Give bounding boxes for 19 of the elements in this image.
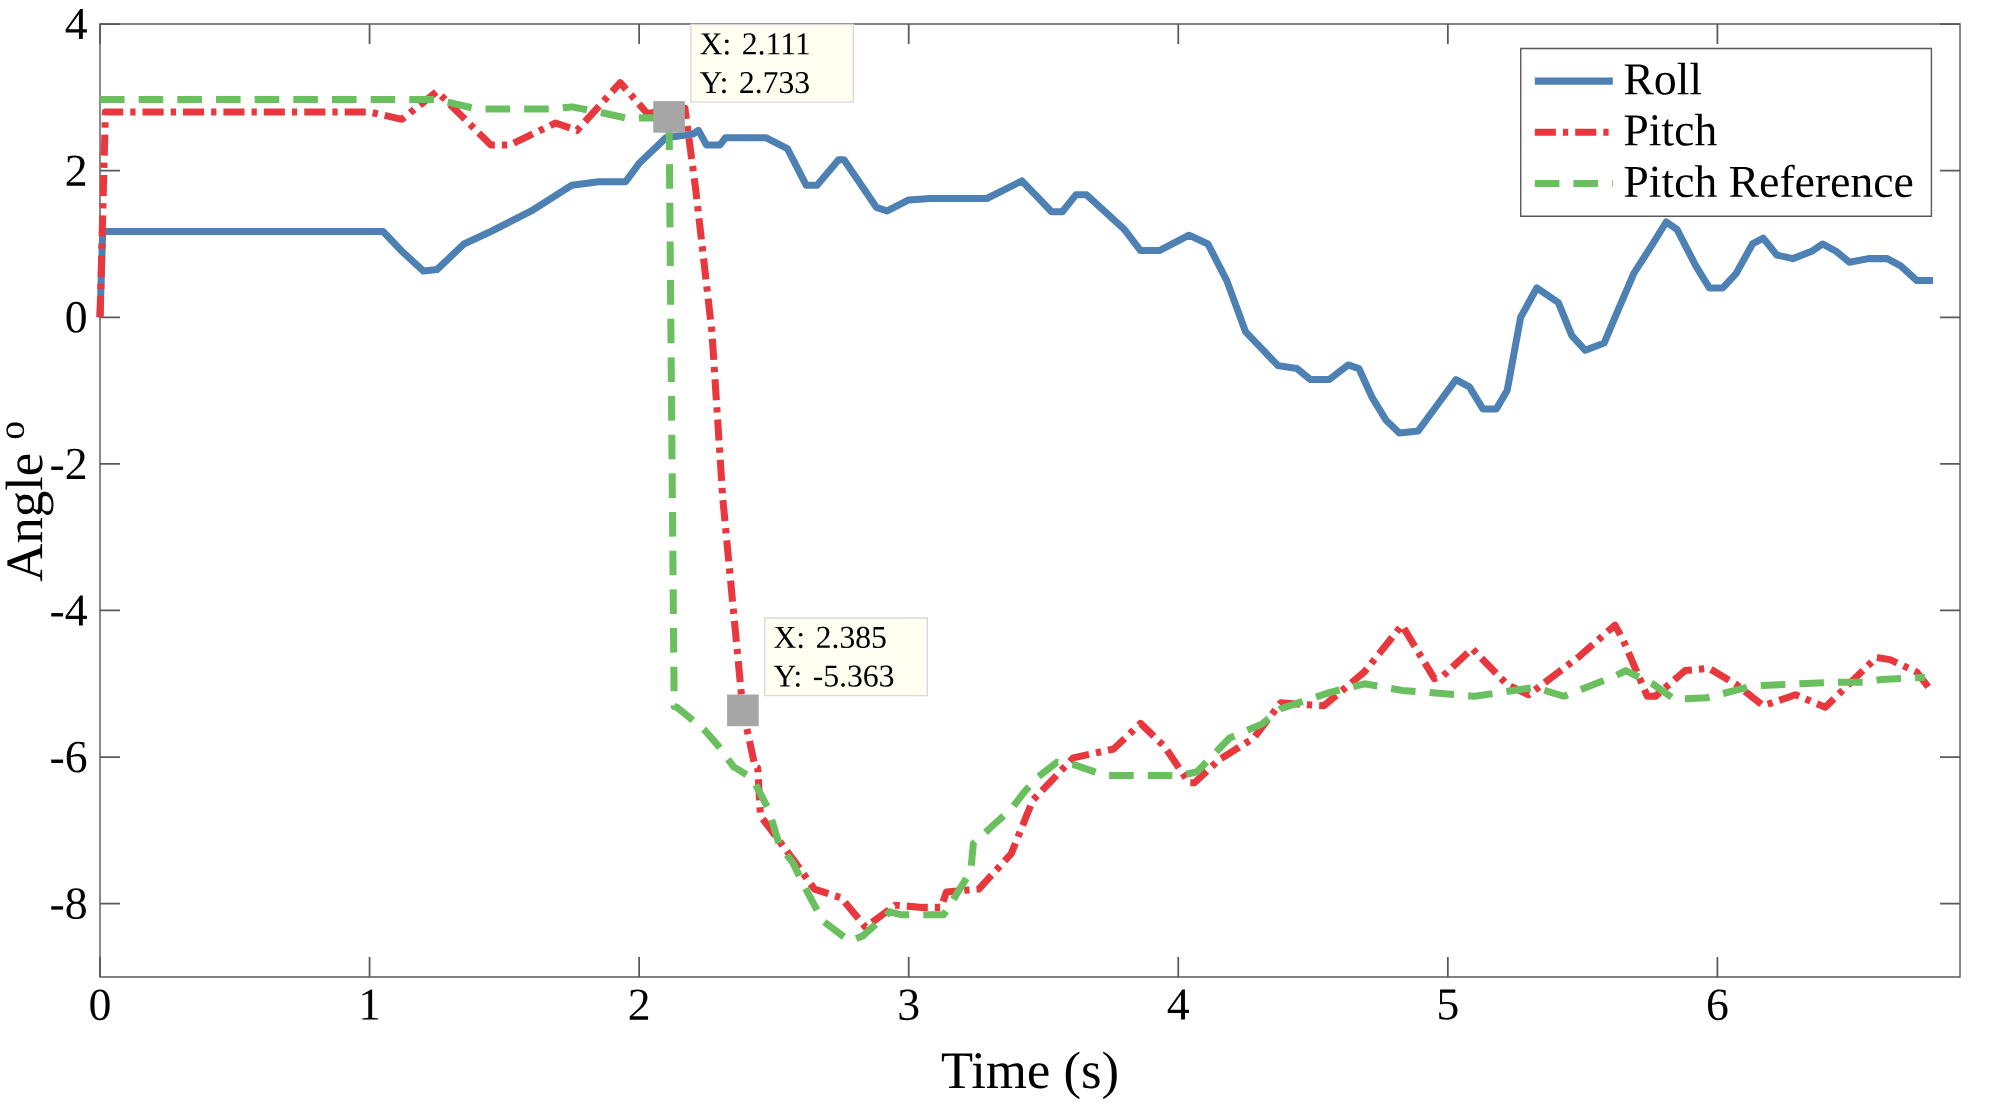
annotation: X: 2.111 Y: 2.733 [699,33,809,94]
y-tick-label: -6 [51,741,87,773]
legend-label: Roll [1624,62,1702,95]
annotation: X: 2.385 Y: -5.363 [773,626,894,687]
legend-label: Pitch [1624,113,1717,146]
y-tick-label: -4 [51,595,87,626]
x-tick-label: 1 [362,989,379,1020]
x-tick-label: 6 [1707,989,1728,1021]
x-tick-label: 2 [629,989,649,1020]
x-axis-title: Time (s) [941,1051,1117,1100]
x-tick-label: 4 [1167,989,1190,1020]
legend-label: Pitch Reference [1624,164,1913,198]
y-tick-label: 4 [65,8,87,40]
y-tick-label: -8 [51,888,86,920]
x-tick-label: 0 [90,989,110,1021]
y-tick-label: 2 [66,155,86,186]
x-tick-label: 5 [1439,989,1458,1020]
y-tick-label: 0 [66,301,86,333]
x-tick-label: 3 [899,989,919,1021]
